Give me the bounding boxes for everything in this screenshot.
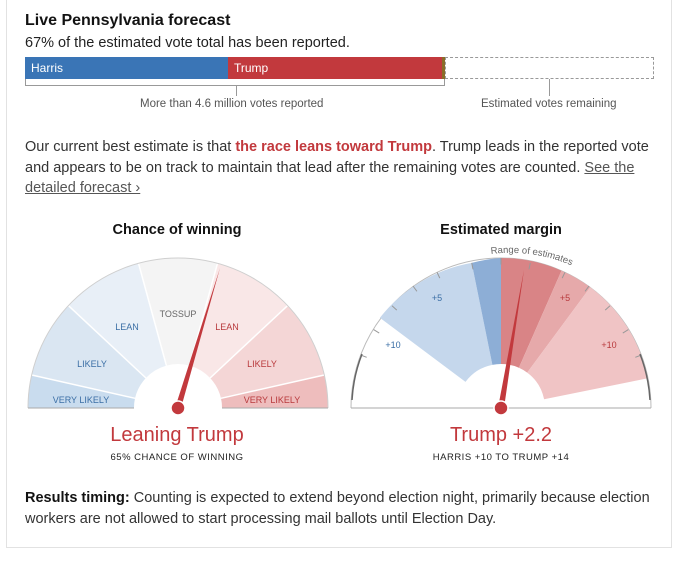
summary-suffix: . Trump leads in the reported vote and a…	[25, 139, 649, 176]
summary-prefix: Our current best estimate is that	[25, 139, 236, 155]
chance-gauge-title: Chance of winning	[112, 222, 242, 238]
gauge-segment-lean-left	[68, 263, 167, 378]
margin-ticks	[360, 258, 642, 358]
harris-bar-segment: Harris	[25, 57, 228, 79]
vote-bar: Harris Trump	[25, 57, 654, 86]
margin-gauge: Range of estimates +5 +10 +5 +10	[350, 245, 652, 416]
gauge-segment-tossup	[138, 258, 218, 366]
remaining-tick	[549, 79, 550, 96]
margin-tick-harris-5: +5	[432, 293, 442, 303]
results-timing: Results timing: Counting is expected to …	[25, 488, 660, 530]
margin-tick-harris-10: +10	[385, 340, 400, 350]
reported-tick	[236, 86, 237, 96]
label-likely-left: LIKELY	[77, 359, 107, 369]
label-lean-right: LEAN	[215, 322, 239, 332]
margin-needle	[493, 270, 524, 416]
margin-range-harris-outer	[379, 262, 493, 382]
label-very-likely-right: VERY LIKELY	[244, 395, 301, 405]
summary-paragraph: Our current best estimate is that the ra…	[25, 137, 655, 199]
label-tossup: TOSSUP	[160, 309, 197, 319]
margin-result: Trump +2.2	[449, 424, 553, 446]
margin-range-bracket-left	[351, 353, 363, 401]
gauge-segment-very-likely-right	[221, 375, 328, 408]
detailed-forecast-link[interactable]: See the detailed forecast ›	[25, 159, 635, 197]
remaining-label: Estimated votes remaining	[481, 98, 617, 110]
chance-gauge: VERY LIKELY LIKELY LEAN TOSSUP LEAN LIKE…	[27, 257, 329, 416]
chance-result: Leaning Trump	[110, 424, 244, 446]
other-bar-segment	[442, 57, 445, 79]
label-likely-right: LIKELY	[247, 359, 277, 369]
margin-range-trump-outer	[527, 287, 648, 400]
chance-needle	[170, 268, 220, 416]
margin-tick-trump-5: +5	[560, 293, 570, 303]
gauge-segment-likely-right	[210, 305, 325, 399]
reported-bracket	[25, 79, 445, 86]
trump-bar-segment: Trump	[228, 57, 442, 79]
margin-result-sub: HARRIS +10 TO TRUMP +14	[432, 452, 570, 463]
gauge-dividers	[31, 263, 325, 400]
gauge-segment-likely-left	[31, 305, 146, 399]
chance-result-sub: 65% CHANCE OF WINNING	[110, 452, 244, 463]
summary-lean: the race leans toward Trump	[235, 139, 432, 155]
results-timing-text: Counting is expected to extend beyond el…	[25, 490, 650, 527]
remaining-bar-segment	[445, 57, 654, 79]
gauge-outline	[27, 257, 329, 409]
margin-gauge-title: Estimated margin	[440, 222, 562, 238]
gauge-segment-very-likely-left	[28, 375, 135, 408]
label-lean-left: LEAN	[115, 322, 139, 332]
results-timing-label: Results timing:	[25, 490, 130, 506]
margin-range-harris-inner	[471, 258, 501, 365]
reported-label: More than 4.6 million votes reported	[140, 98, 324, 110]
label-very-likely-left: VERY LIKELY	[53, 395, 110, 405]
margin-range-bracket-right	[639, 353, 651, 401]
margin-range-trump-inner	[501, 257, 562, 368]
margin-range-trump-mid	[518, 270, 591, 373]
page-title: Live Pennsylvania forecast	[25, 12, 231, 29]
gauge-segment-lean-right	[189, 263, 288, 378]
reported-subtitle: 67% of the estimated vote total has been…	[25, 35, 350, 51]
margin-tick-trump-10: +10	[601, 340, 616, 350]
